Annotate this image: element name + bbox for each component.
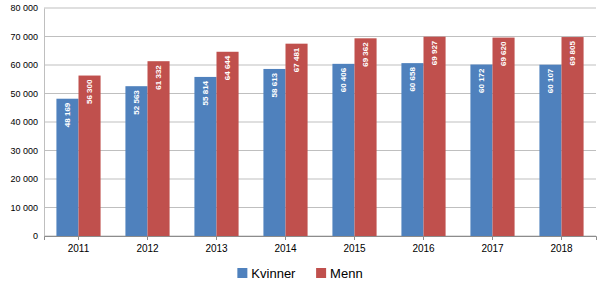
data-labels: 48 169 52 563 55 814 58 613 60 406 60 658 60 1… <box>63 40 577 127</box>
y-tick: 50 000 <box>10 89 44 99</box>
chart: 0 10 000 20 000 30 000 40 000 50 000 60 000 70 … <box>0 0 600 293</box>
bar <box>539 65 561 236</box>
y-tick-label: 10 000 <box>10 203 38 213</box>
bar <box>424 37 446 236</box>
data-label: 69 927 <box>430 40 439 65</box>
y-tick-label: 0 <box>33 231 38 241</box>
bar <box>493 38 515 236</box>
x-tick-mark <box>561 236 562 240</box>
x-tick-mark <box>216 236 217 240</box>
x-tick-mark <box>354 236 355 240</box>
data-label: 69 620 <box>499 41 508 66</box>
y-tick: 20 000 <box>10 174 44 184</box>
x-tick-label: 2015 <box>343 243 366 254</box>
x-tick: 2015 <box>343 236 366 254</box>
bar <box>332 64 354 236</box>
bar <box>148 61 170 236</box>
x-tick-label: 2017 <box>481 243 504 254</box>
data-label: 61 332 <box>154 65 163 90</box>
y-tick: 80 000 <box>10 3 44 13</box>
x-axis-line <box>45 237 597 241</box>
legend-swatch <box>316 268 326 278</box>
data-label: 55 814 <box>201 80 210 105</box>
y-tick-label: 50 000 <box>10 89 38 99</box>
bar <box>194 77 216 236</box>
data-label: 52 563 <box>132 90 141 115</box>
legend-label: Menn <box>330 266 363 281</box>
x-axis: 2011 2012 2013 2014 2015 2016 2017 2018 <box>45 236 597 254</box>
bar <box>470 65 492 236</box>
y-tick-label: 30 000 <box>10 146 38 156</box>
x-tick-label: 2012 <box>136 243 159 254</box>
y-tick-label: 20 000 <box>10 174 38 184</box>
y-tick: 0 <box>33 231 44 241</box>
data-label: 58 613 <box>270 72 279 97</box>
y-tick: 30 000 <box>10 146 44 156</box>
legend-label: Kvinner <box>251 266 296 281</box>
bar <box>56 99 78 236</box>
x-tick: 2017 <box>481 236 504 254</box>
x-tick-label: 2014 <box>274 243 297 254</box>
bar <box>355 38 377 236</box>
x-tick-mark <box>423 236 424 240</box>
plot: 0 10 000 20 000 30 000 40 000 50 000 60 000 70 … <box>10 3 596 254</box>
bar <box>125 86 147 236</box>
x-tick: 2013 <box>205 236 228 254</box>
x-tick: 2016 <box>412 236 435 254</box>
grid <box>44 8 596 236</box>
data-label: 67 481 <box>292 47 301 72</box>
x-tick-mark <box>492 236 493 240</box>
data-label: 56 300 <box>85 79 94 104</box>
legend: Kvinner Menn <box>237 266 362 281</box>
x-tick-label: 2013 <box>205 243 228 254</box>
bar <box>263 69 285 236</box>
data-label: 60 406 <box>339 67 348 92</box>
bar <box>286 44 308 236</box>
y-axis-line <box>44 9 45 237</box>
y-tick-label: 70 000 <box>10 32 38 42</box>
data-label: 60 107 <box>546 68 555 93</box>
data-label: 64 644 <box>223 55 232 80</box>
y-tick-label: 80 000 <box>10 3 38 13</box>
x-tick-mark <box>147 236 148 240</box>
bar <box>217 52 239 236</box>
bar <box>79 76 101 236</box>
x-tick-label: 2011 <box>68 243 90 254</box>
x-tick-label: 2018 <box>550 243 573 254</box>
legend-swatch <box>237 268 247 278</box>
x-tick-mark <box>285 236 286 240</box>
legend-item: Menn <box>316 266 363 281</box>
data-label: 48 169 <box>63 102 72 127</box>
y-tick: 70 000 <box>10 32 44 42</box>
y-tick: 40 000 <box>10 117 44 127</box>
data-label: 60 658 <box>408 67 417 92</box>
grid-line <box>44 8 596 9</box>
data-label: 69 362 <box>361 42 370 67</box>
bar <box>401 63 423 236</box>
data-label: 69 805 <box>568 41 577 66</box>
legend-item: Kvinner <box>237 266 296 281</box>
y-tick: 10 000 <box>10 203 44 213</box>
x-tick: 2014 <box>274 236 297 254</box>
data-label: 60 172 <box>477 68 486 93</box>
x-tick: 2018 <box>550 236 573 254</box>
y-tick-label: 60 000 <box>10 60 38 70</box>
bars <box>56 37 583 236</box>
y-axis: 0 10 000 20 000 30 000 40 000 50 000 60 000 70 … <box>10 3 44 241</box>
grid-line <box>44 36 596 37</box>
x-tick: 2011 <box>68 236 90 254</box>
x-tick: 2012 <box>136 236 159 254</box>
x-tick-label: 2016 <box>412 243 435 254</box>
x-tick-mark <box>78 236 79 240</box>
y-tick-label: 40 000 <box>10 117 38 127</box>
bar <box>562 37 584 236</box>
y-tick: 60 000 <box>10 60 44 70</box>
